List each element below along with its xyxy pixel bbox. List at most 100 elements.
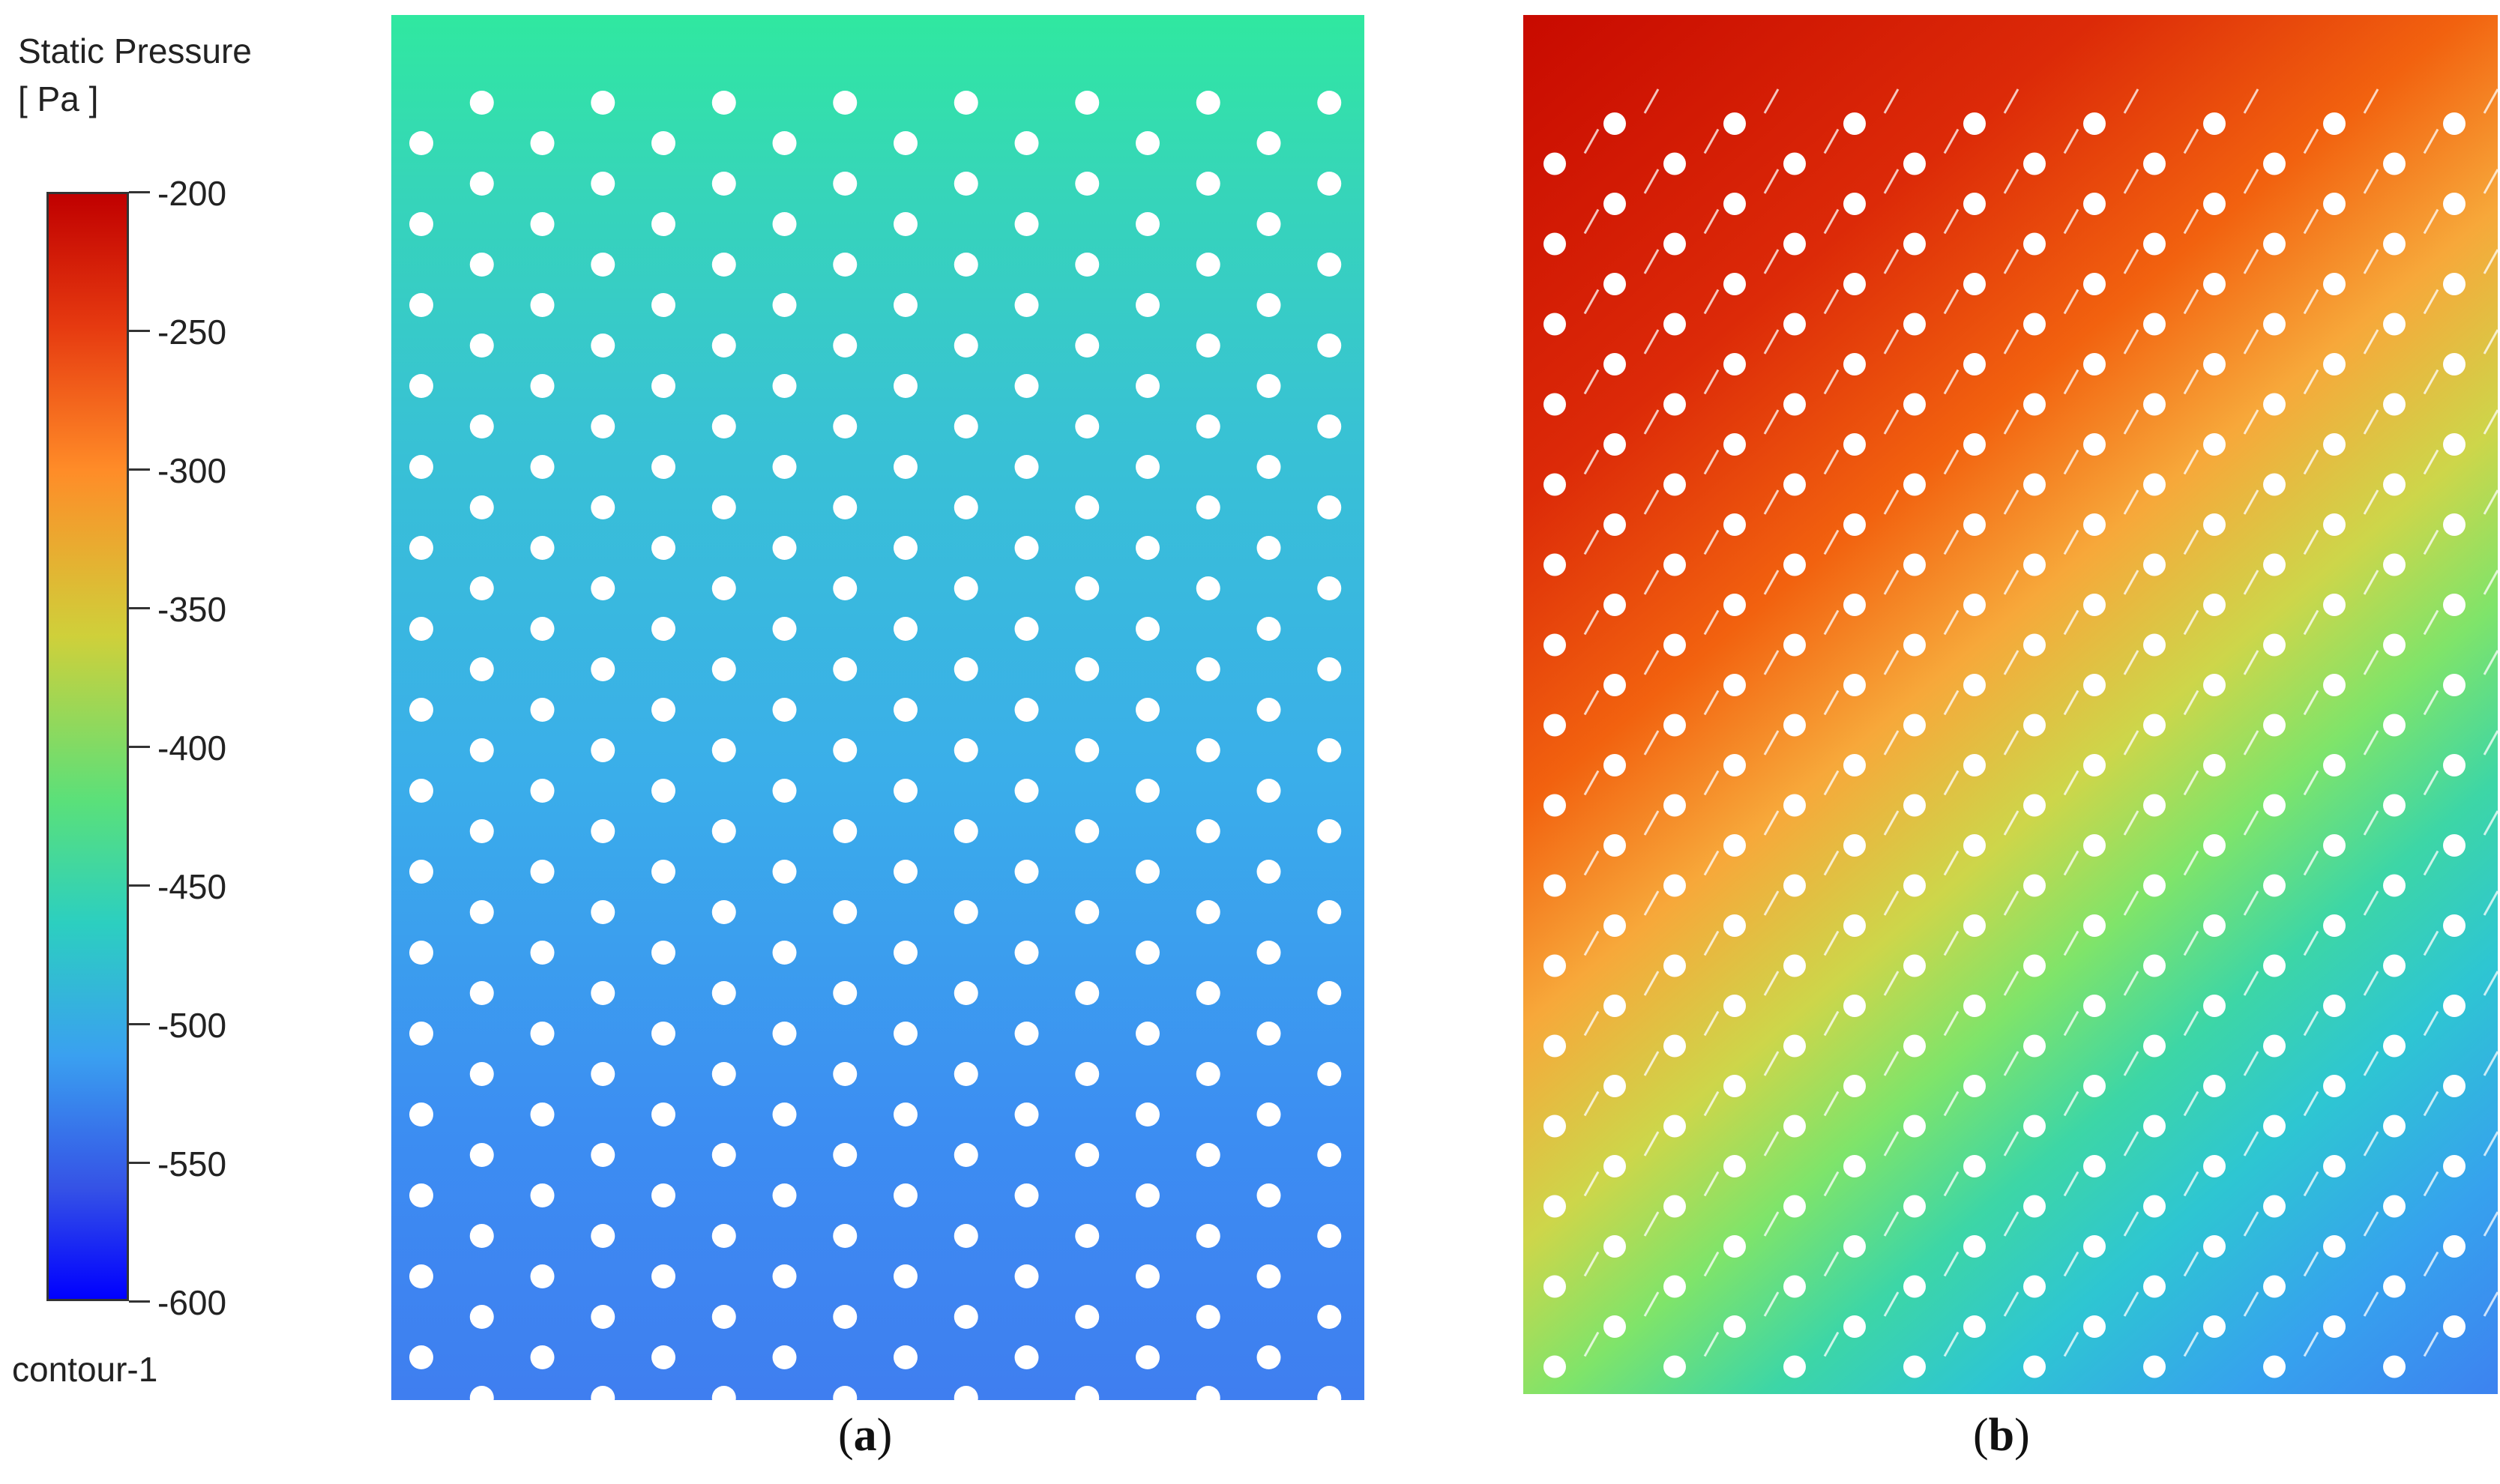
hole — [772, 860, 797, 884]
caption-open: ( — [1973, 1410, 1989, 1461]
hole — [1963, 594, 1986, 616]
wake-streak — [2483, 730, 2498, 755]
hole — [409, 212, 433, 236]
hole — [2083, 914, 2106, 937]
wake-streak — [1943, 1010, 1960, 1037]
hole — [2143, 393, 2166, 416]
hole — [2383, 473, 2406, 496]
hole — [1903, 1275, 1926, 1298]
hole — [2023, 232, 2046, 256]
wake-streak — [2423, 449, 2439, 475]
wake-streak — [2303, 1331, 2319, 1357]
hole — [1317, 576, 1342, 600]
wake-streak — [2363, 88, 2379, 114]
tick-label: -450 — [157, 867, 227, 906]
wake-streak — [2243, 971, 2259, 996]
wake-streak — [2363, 650, 2379, 675]
hole — [2443, 273, 2466, 295]
hole — [1256, 1022, 1281, 1046]
hole — [2143, 473, 2166, 496]
hole — [1196, 1062, 1220, 1086]
hole — [469, 1062, 494, 1086]
wake-streak — [2483, 329, 2498, 355]
hole — [1014, 1345, 1039, 1369]
hole — [530, 131, 555, 155]
tick-mark — [129, 330, 150, 332]
hole — [2383, 152, 2406, 175]
hole — [2443, 1155, 2466, 1177]
hole — [711, 1062, 736, 1086]
hole — [530, 293, 555, 317]
hole — [1075, 334, 1100, 358]
hole — [1663, 473, 1686, 496]
hole — [1014, 1183, 1039, 1207]
hole — [591, 91, 615, 115]
hole — [2443, 353, 2466, 375]
wake-streak — [1943, 770, 1960, 796]
hole — [1663, 313, 1686, 336]
hole — [894, 1345, 918, 1369]
hole — [409, 698, 433, 722]
wake-streak — [1883, 489, 1900, 515]
caption-b: (b) — [1973, 1409, 2030, 1462]
wake-streak — [2243, 730, 2259, 755]
hole — [591, 1143, 615, 1167]
hole — [1843, 754, 1866, 776]
wake-streak — [1763, 971, 1780, 996]
hole — [1317, 91, 1342, 115]
wake-streak — [2183, 449, 2199, 475]
wake-streak — [1703, 690, 1720, 716]
hole — [2383, 1275, 2406, 1298]
hole — [2383, 553, 2406, 576]
hole — [1843, 914, 1866, 937]
wake-streak — [2303, 1171, 2319, 1197]
wake-streak — [1763, 249, 1780, 274]
hole — [833, 900, 858, 924]
wake-streak — [1583, 369, 1600, 395]
wake-streak — [2483, 570, 2498, 595]
hole — [1783, 1114, 1806, 1138]
hole — [1963, 1315, 1986, 1338]
hole — [1075, 414, 1100, 438]
hole — [1783, 393, 1806, 416]
wake-streak — [2303, 208, 2319, 235]
hole — [1317, 1062, 1342, 1086]
hole — [1196, 495, 1220, 519]
hole — [1783, 152, 1806, 175]
hole — [2203, 433, 2226, 456]
wake-streak — [2123, 1051, 2139, 1076]
hole — [651, 374, 675, 398]
hole — [2383, 1114, 2406, 1138]
hole — [530, 1345, 555, 1369]
hole — [833, 657, 858, 681]
wake-streak — [1763, 650, 1780, 675]
tick-mark — [129, 884, 150, 887]
hole — [2263, 1114, 2286, 1138]
hole — [1963, 193, 1986, 215]
hole — [1014, 212, 1039, 236]
wake-streak — [1643, 650, 1660, 675]
wake-streak — [1883, 1051, 1900, 1076]
hole — [2143, 152, 2166, 175]
hole — [469, 253, 494, 277]
hole — [2203, 273, 2226, 295]
hole — [591, 1386, 615, 1400]
hole — [1723, 1235, 1746, 1258]
hole — [1543, 553, 1566, 576]
wake-streak — [1703, 449, 1720, 475]
hole — [591, 253, 615, 277]
hole — [2383, 393, 2406, 416]
wake-streak — [1703, 369, 1720, 395]
hole — [772, 212, 797, 236]
hole — [2143, 794, 2166, 817]
wake-streak — [2003, 329, 2019, 355]
hole — [2203, 674, 2226, 696]
hole — [1663, 633, 1686, 657]
hole — [1543, 1355, 1566, 1378]
hole — [651, 779, 675, 803]
hole — [1663, 794, 1686, 817]
wake-streak — [2303, 1010, 2319, 1037]
wake-streak — [2363, 1291, 2379, 1317]
hole — [1603, 513, 1626, 536]
hole — [651, 1264, 675, 1288]
